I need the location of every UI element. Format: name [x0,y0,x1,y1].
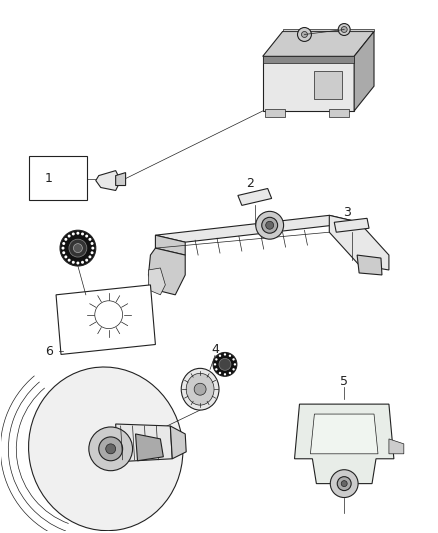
Circle shape [69,239,87,257]
Circle shape [76,262,79,264]
Circle shape [234,363,236,366]
Circle shape [62,242,65,245]
Circle shape [60,230,96,266]
Text: 2: 2 [246,177,254,190]
Polygon shape [170,426,186,459]
Text: 3: 3 [343,206,351,219]
Polygon shape [311,414,378,454]
Text: 6: 6 [45,345,53,358]
Circle shape [266,221,274,229]
Ellipse shape [28,367,183,531]
Circle shape [341,481,347,487]
Bar [314,71,342,99]
Circle shape [233,368,235,370]
Circle shape [61,247,64,249]
Circle shape [67,235,71,238]
Polygon shape [155,215,359,242]
Circle shape [219,358,231,370]
Circle shape [341,27,347,33]
Polygon shape [148,248,185,295]
Text: 5: 5 [340,375,348,388]
Ellipse shape [186,373,214,405]
Text: 4: 4 [211,343,219,356]
Polygon shape [389,439,404,454]
Circle shape [214,363,216,366]
Circle shape [91,247,94,249]
Polygon shape [116,424,172,462]
Circle shape [89,427,133,471]
Polygon shape [334,219,369,232]
Circle shape [62,251,65,254]
Circle shape [85,235,88,238]
Polygon shape [263,56,354,111]
Bar [29,156,87,200]
Circle shape [262,217,278,233]
Circle shape [72,261,75,264]
Circle shape [229,354,231,357]
Polygon shape [238,189,272,205]
Circle shape [256,212,283,239]
Ellipse shape [181,368,219,410]
Circle shape [88,255,92,259]
Circle shape [224,373,226,376]
Circle shape [338,23,350,36]
Circle shape [233,358,235,361]
Circle shape [99,437,123,461]
Bar [329,109,349,117]
Circle shape [67,259,71,262]
Circle shape [85,259,88,262]
Circle shape [213,352,237,376]
Circle shape [106,444,116,454]
Circle shape [95,301,123,329]
Polygon shape [135,434,163,461]
Circle shape [91,251,94,254]
Circle shape [64,255,67,259]
Circle shape [219,372,221,374]
Circle shape [81,261,84,264]
Circle shape [72,232,75,236]
Polygon shape [263,56,354,63]
Polygon shape [283,29,374,31]
Polygon shape [357,255,382,275]
Polygon shape [294,404,394,483]
Polygon shape [56,285,155,354]
Polygon shape [155,235,185,255]
Circle shape [301,31,307,37]
Polygon shape [263,31,374,56]
Polygon shape [354,31,374,111]
Polygon shape [96,171,120,190]
Circle shape [219,354,221,357]
Circle shape [88,238,92,241]
Circle shape [215,358,218,361]
Circle shape [194,383,206,395]
Circle shape [224,353,226,356]
Circle shape [330,470,358,497]
Circle shape [74,244,82,253]
Circle shape [91,242,94,245]
Circle shape [81,232,84,236]
Circle shape [229,372,231,374]
Polygon shape [329,215,389,270]
Circle shape [337,477,351,490]
Bar [265,109,285,117]
Circle shape [215,368,218,370]
Polygon shape [116,173,126,185]
Circle shape [76,232,79,235]
Circle shape [64,238,67,241]
Circle shape [297,28,311,42]
Polygon shape [148,268,165,295]
Text: 1: 1 [45,172,53,185]
